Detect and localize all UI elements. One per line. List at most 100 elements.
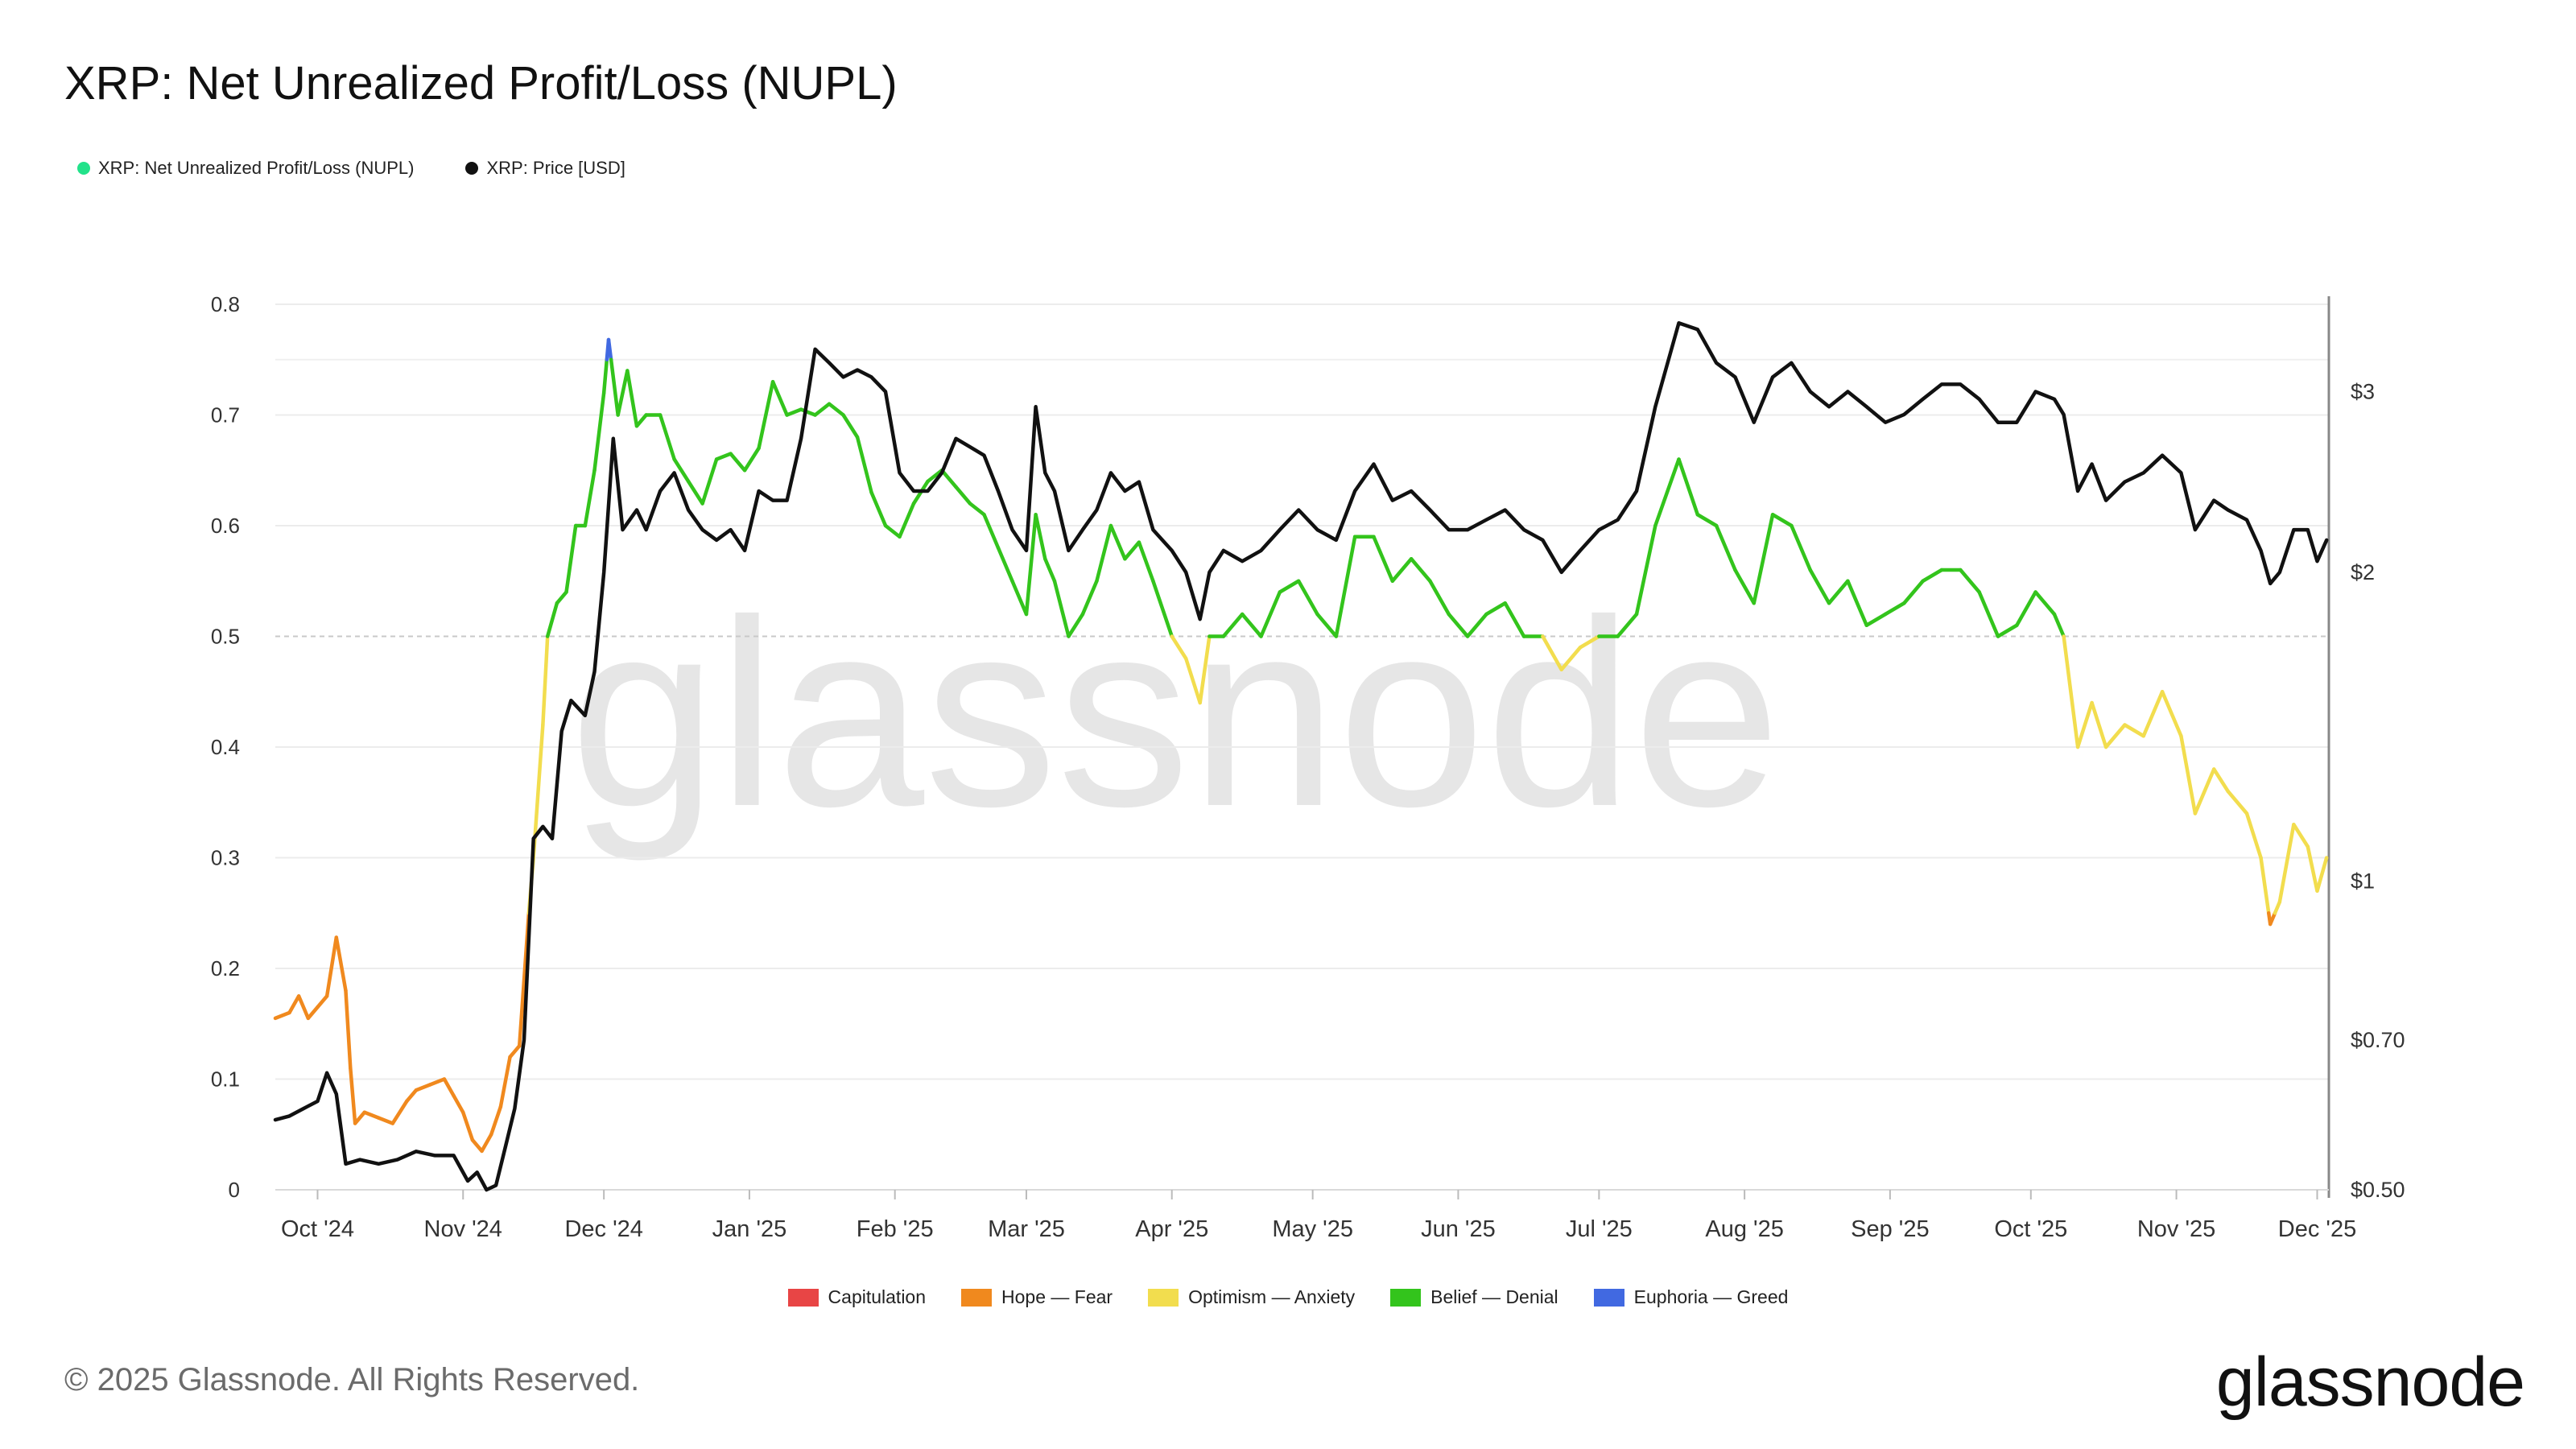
nupl-segment	[1578, 634, 1601, 650]
nupl-segment	[2193, 767, 2216, 815]
x-tick-label: Jul '25	[1566, 1216, 1633, 1242]
nupl-segment	[609, 357, 620, 417]
legend-label-nupl: XRP: Net Unrealized Profit/Loss (NUPL)	[98, 158, 415, 178]
nupl-segment	[296, 994, 311, 1021]
zone-item-belief-denial[interactable]: Belief — Denial	[1390, 1286, 1558, 1308]
nupl-segment	[742, 446, 761, 473]
nupl-segment	[700, 457, 719, 506]
zone-item-optimism-anxiety[interactable]: Optimism — Anxiety	[1148, 1286, 1355, 1308]
legend-item-price[interactable]: XRP: Price [USD]	[465, 158, 625, 179]
nupl-segment	[939, 469, 958, 489]
nupl-segment	[1067, 612, 1085, 638]
nupl-segment	[324, 935, 339, 998]
nupl-segment	[334, 935, 348, 993]
nupl-segment	[841, 413, 860, 440]
nupl-segment	[883, 523, 902, 539]
x-tick-label: Mar '25	[988, 1216, 1065, 1242]
y-left-tick-label: 0.7	[211, 403, 240, 427]
copyright-notice: © 2025 Glassnode. All Rights Reserved.	[64, 1362, 640, 1397]
nupl-segment	[1108, 523, 1127, 561]
zone-legend: Capitulation Hope — Fear Optimism — Anxi…	[0, 1286, 2576, 1308]
nupl-segment	[1151, 579, 1174, 638]
nupl-segment	[2315, 856, 2329, 893]
nupl-segment	[592, 390, 606, 473]
zone-label-euphoria-greed: Euphoria — Greed	[1633, 1286, 1789, 1307]
y-right-tick-label: $0.70	[2351, 1028, 2405, 1052]
nupl-segment	[799, 407, 817, 417]
x-tick-label: Feb '25	[857, 1216, 934, 1242]
x-tick-label: Oct '25	[1994, 1216, 2067, 1242]
nupl-segment	[2052, 612, 2066, 638]
nupl-segment	[1334, 535, 1357, 638]
nupl-segment	[564, 523, 578, 594]
nupl-segment	[757, 380, 775, 450]
zone-swatch-euphoria-greed	[1593, 1288, 1624, 1307]
zone-swatch-hope-fear	[961, 1288, 993, 1307]
nupl-segment	[2268, 911, 2277, 927]
nupl-segment	[1846, 579, 1868, 627]
nupl-segment	[1695, 513, 1719, 528]
nupl-segment	[1465, 612, 1488, 638]
nupl-segment	[1390, 557, 1414, 583]
nupl-segment	[414, 1083, 432, 1092]
nupl-segment	[1198, 634, 1212, 705]
nupl-segment	[2015, 590, 2037, 627]
nupl-segment	[508, 1044, 522, 1059]
nupl-segment	[1883, 601, 1906, 617]
x-tick-label: Jan '25	[712, 1216, 787, 1242]
nupl-segment	[1010, 579, 1029, 617]
axes: 0 0.1 0.2 0.3 0.4 0.5 0.6 0.7 0.8 $0.50 $0.70 $1 $2 $…	[211, 292, 2405, 1242]
y-right-tick-label: $1	[2351, 869, 2375, 893]
nupl-segment	[1790, 523, 1813, 572]
nupl-segment	[555, 590, 568, 605]
nupl-segment	[968, 502, 986, 517]
nupl-segment	[390, 1099, 409, 1125]
x-tick-label: Dec '25	[2278, 1216, 2356, 1242]
nupl-segment	[686, 479, 704, 506]
nupl-segment	[855, 435, 873, 494]
nupl-segment	[606, 337, 613, 361]
nupl-segment	[625, 369, 639, 428]
nupl-segment	[1221, 612, 1245, 638]
nupl-segment	[813, 402, 832, 417]
nupl-segment	[1616, 612, 1639, 638]
grid-lines	[275, 303, 2329, 1191]
nupl-segment	[616, 369, 630, 417]
legend-item-nupl[interactable]: XRP: Net Unrealized Profit/Loss (NUPL)	[77, 158, 414, 179]
nupl-segment	[1043, 557, 1057, 583]
nupl-segment	[545, 601, 559, 638]
glassnode-logo[interactable]: glassnode	[2215, 1344, 2525, 1421]
nupl-segment	[489, 1104, 503, 1137]
nupl-segment	[362, 1110, 381, 1120]
nupl-segment	[1447, 612, 1470, 638]
zone-label-belief-denial: Belief — Denial	[1430, 1286, 1558, 1307]
nupl-segment	[1428, 579, 1451, 617]
zone-item-capitulation[interactable]: Capitulation	[787, 1286, 926, 1308]
series-legend: XRP: Net Unrealized Profit/Loss (NUPL) X…	[77, 158, 625, 179]
zone-item-euphoria-greed[interactable]: Euphoria — Greed	[1593, 1286, 1789, 1308]
nupl-segment	[452, 1093, 465, 1114]
y-left-tick-label: 0.3	[211, 846, 240, 870]
nupl-segment	[2160, 690, 2183, 738]
y-left-tick-label: 0	[229, 1178, 240, 1202]
zone-item-hope-fear[interactable]: Hope — Fear	[961, 1286, 1113, 1308]
nupl-segment	[1024, 513, 1038, 617]
nupl-segment	[1484, 601, 1507, 617]
y-right-tick-label: $3	[2351, 380, 2375, 404]
nupl-segment	[785, 407, 803, 417]
x-tick-label: Nov '25	[2137, 1216, 2215, 1242]
y-left-tick-label: 0.2	[211, 956, 240, 980]
nupl-segment	[1808, 568, 1831, 605]
nupl-segment	[498, 1055, 512, 1109]
nupl-segment	[2123, 723, 2146, 738]
nupl-segment	[2103, 723, 2127, 749]
y-right-tick-label: $0.50	[2351, 1178, 2405, 1202]
nupl-segment	[353, 1110, 367, 1125]
y-left-tick-label: 0.6	[211, 514, 240, 538]
nupl-segment	[1052, 579, 1071, 638]
nupl-segment	[1315, 612, 1339, 638]
nupl-segment	[1541, 634, 1563, 671]
nupl-segment	[442, 1077, 456, 1098]
nupl-segment	[1240, 612, 1263, 638]
